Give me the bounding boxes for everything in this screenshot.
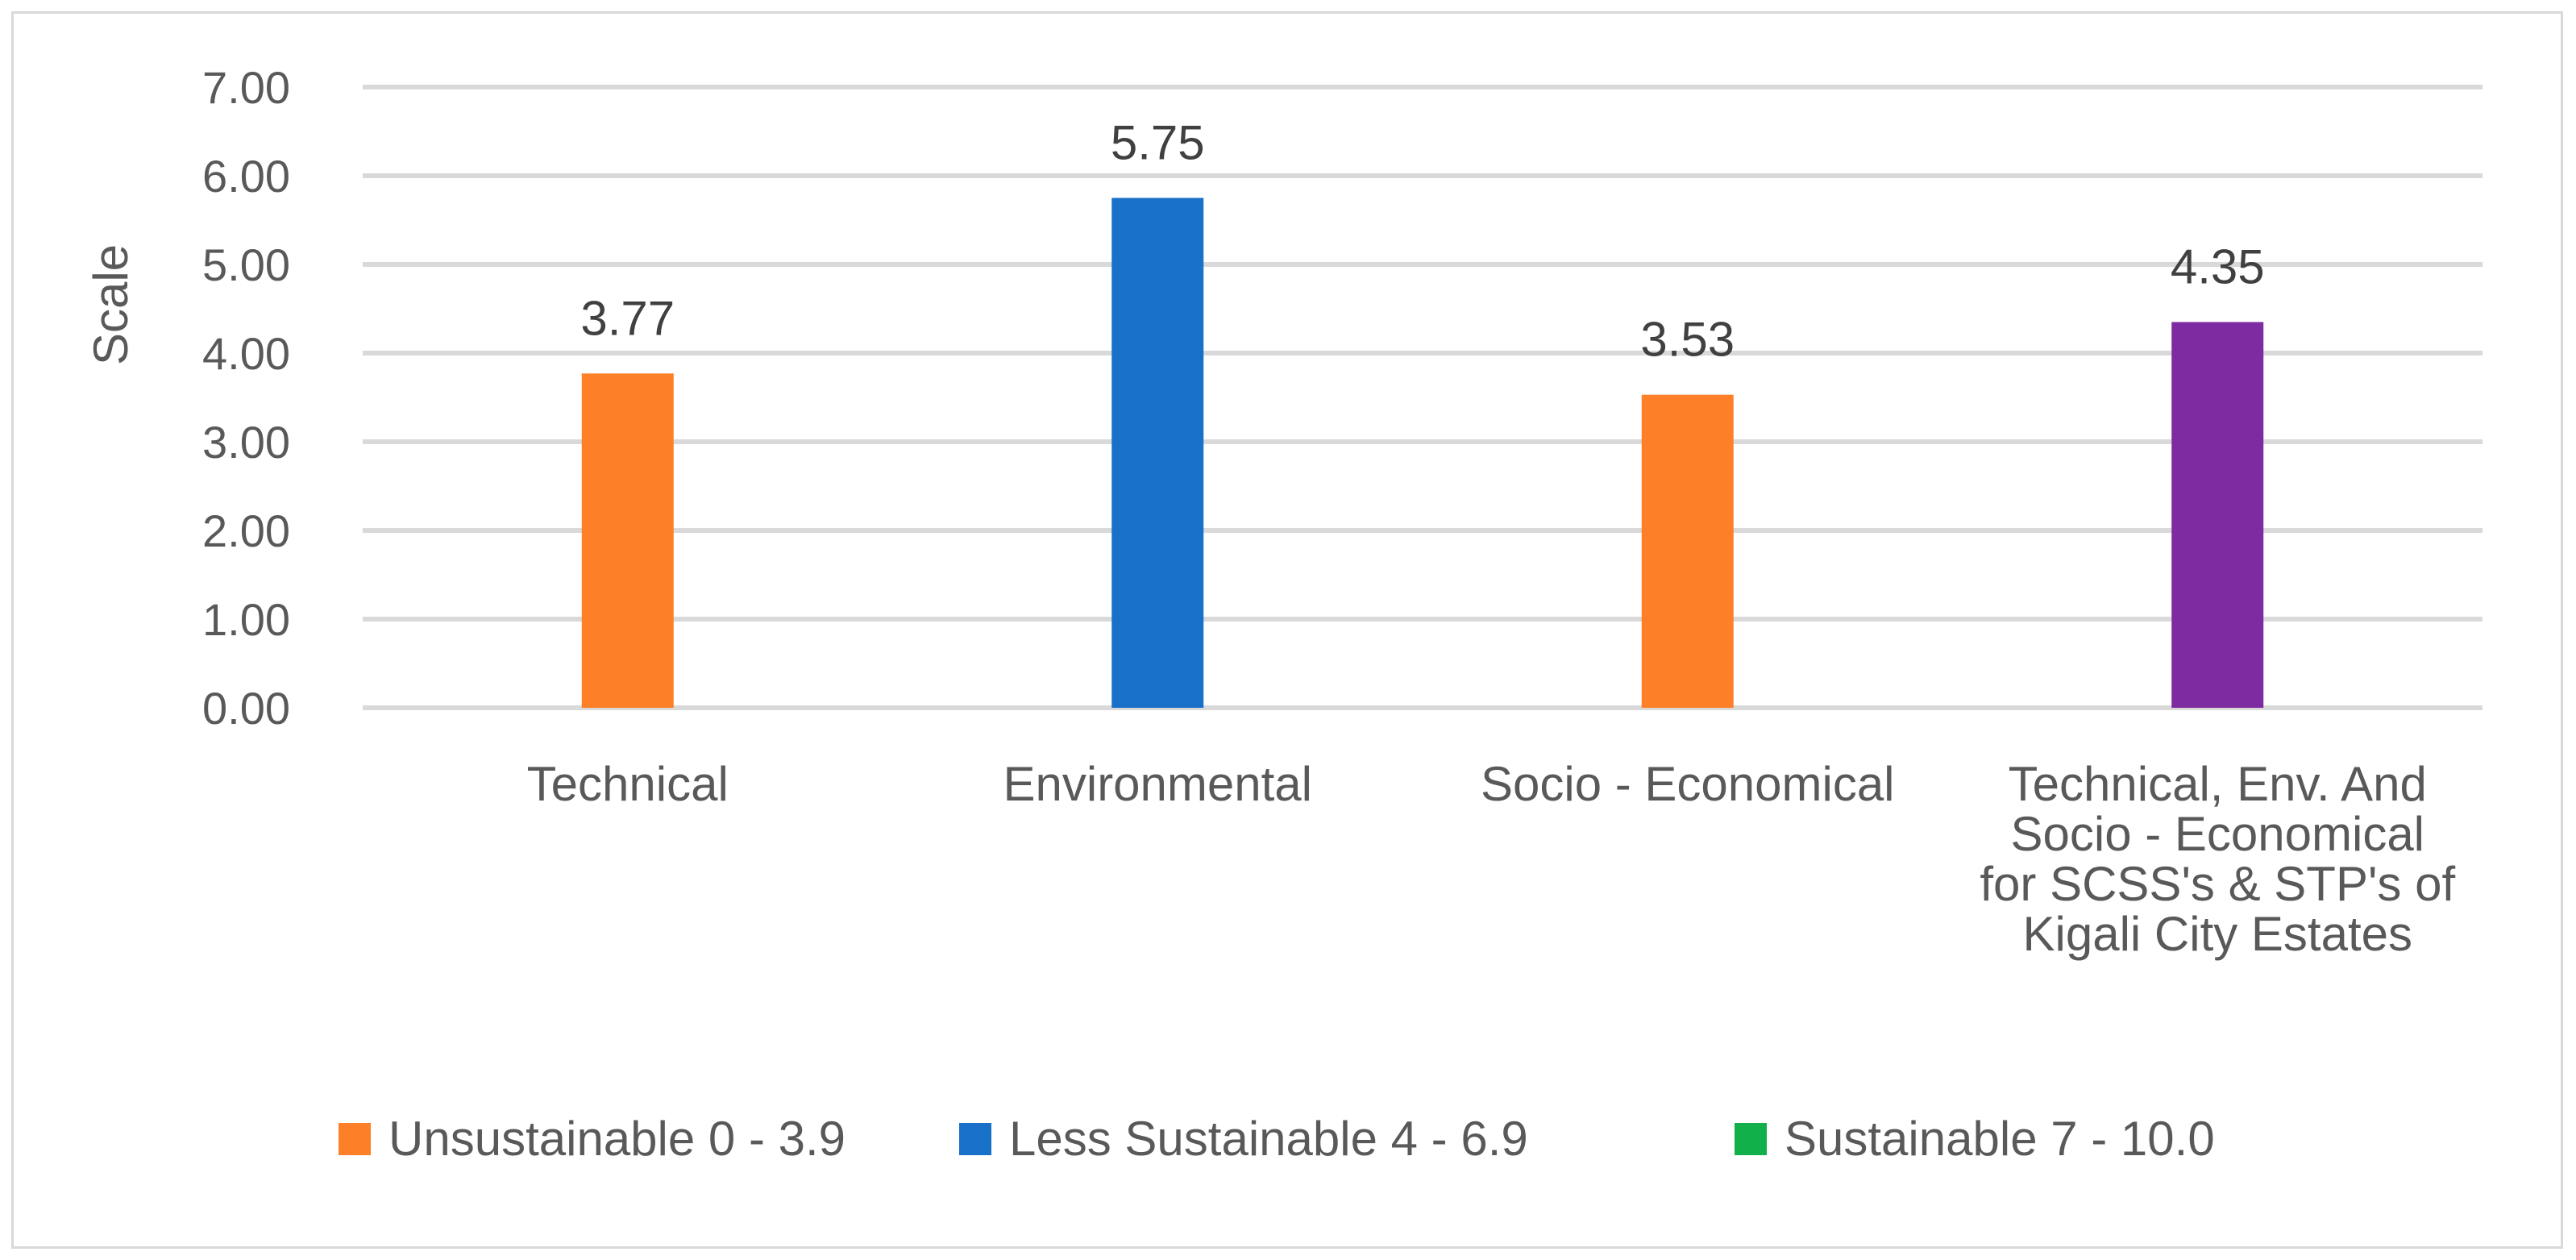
x-category-label: for SCSS's & STP's of — [1980, 857, 2455, 911]
x-category-label: Kigali City Estates — [2022, 907, 2412, 961]
y-tick-label: 0.00 — [202, 683, 290, 734]
gridlines — [363, 85, 2483, 710]
legend: Unsustainable 0 - 3.9 Less Sustainable 4 … — [339, 1112, 2215, 1166]
bars — [581, 198, 2264, 708]
y-tick-label: 2.00 — [202, 505, 290, 556]
y-tick-label: 4.00 — [202, 328, 290, 379]
bar — [1111, 198, 1204, 708]
bar — [2171, 322, 2264, 708]
data-label: 3.77 — [580, 291, 675, 345]
legend-label: Unsustainable 0 - 3.9 — [388, 1112, 846, 1166]
x-category-label: Socio - Economical — [1481, 757, 1895, 811]
y-tick-label: 6.00 — [202, 151, 290, 202]
legend-swatch — [1735, 1123, 1767, 1155]
bar — [581, 373, 674, 708]
x-category-label: Technical, Env. And — [2009, 757, 2427, 811]
y-tick-label: 1.00 — [202, 594, 290, 645]
y-tick-label: 3.00 — [202, 417, 290, 468]
legend-label: Sustainable 7 - 10.0 — [1785, 1112, 2215, 1166]
x-category-label: Socio - Economical — [2010, 807, 2424, 861]
y-tick-label: 5.00 — [202, 239, 290, 290]
data-label: 3.53 — [1640, 313, 1735, 367]
legend-label: Less Sustainable 4 - 6.9 — [1009, 1112, 1528, 1166]
data-labels: 3.77 5.75 3.53 4.35 — [580, 116, 2264, 367]
y-axis-ticks: 0.00 1.00 2.00 3.00 4.00 5.00 6.00 7.00 — [202, 62, 290, 734]
x-category-label: Technical — [527, 757, 729, 811]
x-category-label: Environmental — [1003, 757, 1312, 811]
y-axis-title: Scale — [84, 244, 138, 365]
chart-frame — [11, 11, 2563, 1249]
y-tick-label: 7.00 — [202, 62, 290, 113]
bar — [1641, 394, 1734, 708]
x-axis-categories: Technical Environmental Socio - Economical… — [527, 757, 2456, 961]
legend-swatch — [959, 1123, 991, 1155]
data-label: 4.35 — [2171, 240, 2265, 294]
data-label: 5.75 — [1111, 116, 1205, 170]
legend-swatch — [339, 1123, 371, 1155]
